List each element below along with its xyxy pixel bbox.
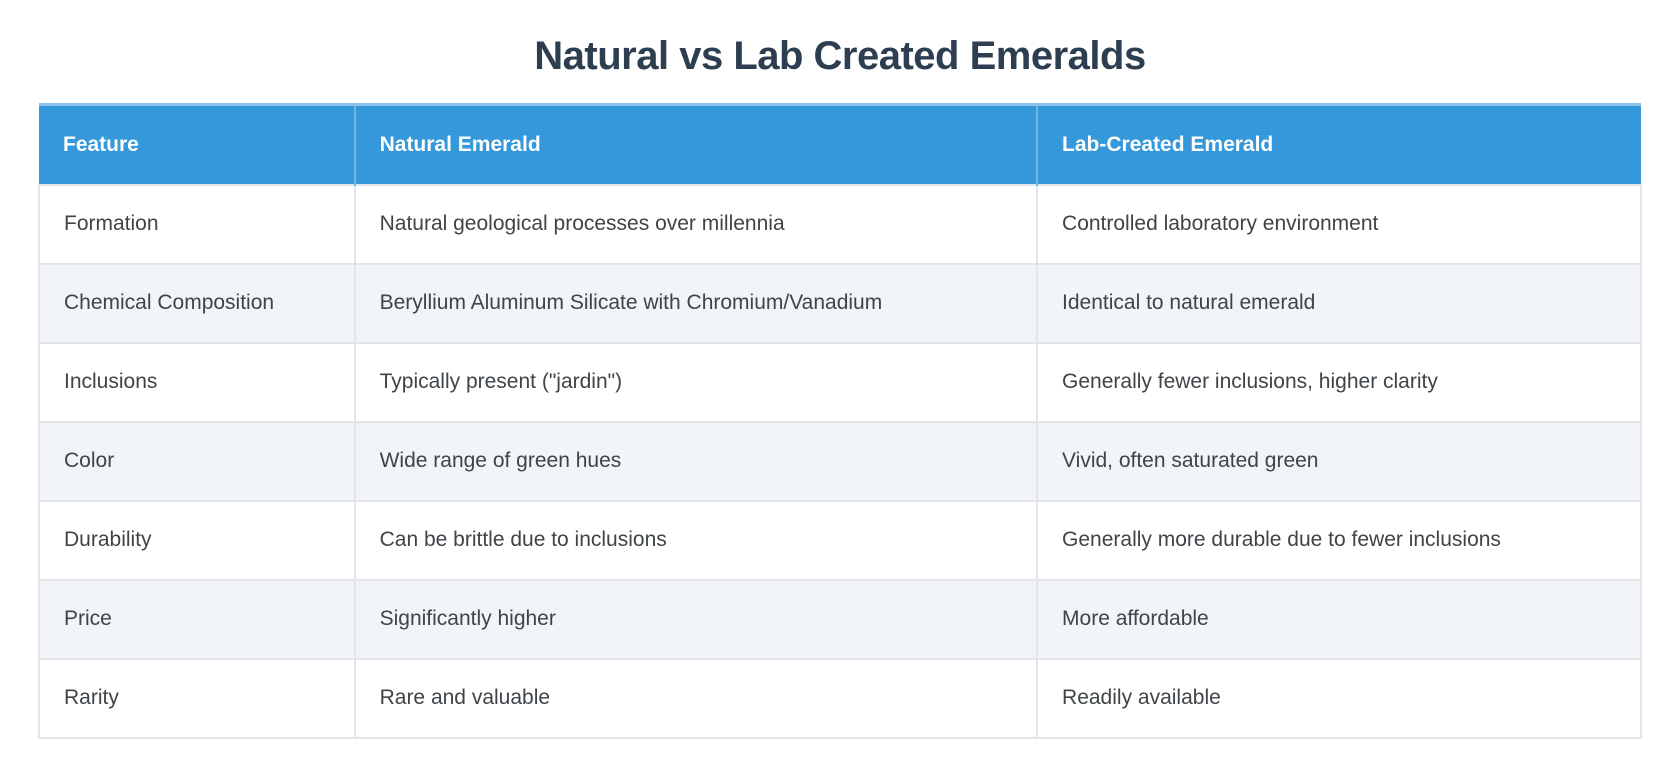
table-body: Formation Natural geological processes ov… (38, 183, 1642, 739)
comparison-table: Feature Natural Emerald Lab-Created Emer… (38, 103, 1642, 739)
cell-lab-created-emerald: Identical to natural emerald (1036, 262, 1642, 344)
comparison-table-container: Feature Natural Emerald Lab-Created Emer… (38, 103, 1642, 739)
header-cell-lab-created-emerald: Lab-Created Emerald (1036, 103, 1641, 185)
table-row: Durability Can be brittle due to inclusio… (38, 499, 1642, 581)
table-row: Chemical Composition Beryllium Aluminum S… (38, 262, 1642, 344)
cell-lab-created-emerald: Controlled laboratory environment (1036, 183, 1642, 265)
cell-natural-emerald: Can be brittle due to inclusions (353, 499, 1039, 581)
cell-feature: Formation (38, 183, 356, 265)
table-row: Price Significantly higher More affordable (38, 578, 1642, 660)
cell-natural-emerald: Beryllium Aluminum Silicate with Chromiu… (353, 262, 1039, 344)
table-row: Rarity Rare and valuable Readily available (38, 657, 1642, 739)
cell-natural-emerald: Rare and valuable (353, 657, 1039, 739)
cell-feature: Inclusions (38, 341, 356, 423)
cell-feature: Rarity (38, 657, 356, 739)
header-cell-natural-emerald: Natural Emerald (353, 103, 1038, 185)
table-header-row: Feature Natural Emerald Lab-Created Emer… (39, 103, 1641, 185)
cell-lab-created-emerald: Generally more durable due to fewer incl… (1036, 499, 1642, 581)
cell-lab-created-emerald: Generally fewer inclusions, higher clari… (1036, 341, 1642, 423)
cell-lab-created-emerald: More affordable (1036, 578, 1642, 660)
cell-feature: Durability (38, 499, 356, 581)
table-row: Inclusions Typically present ("jardin") Ge… (38, 341, 1642, 423)
cell-natural-emerald: Natural geological processes over millen… (353, 183, 1039, 265)
cell-lab-created-emerald: Readily available (1036, 657, 1642, 739)
cell-lab-created-emerald: Vivid, often saturated green (1036, 420, 1642, 502)
header-cell-feature: Feature (39, 103, 355, 185)
table-row: Formation Natural geological processes ov… (38, 183, 1642, 265)
cell-feature: Chemical Composition (38, 262, 356, 344)
page-title: Natural vs Lab Created Emeralds (534, 34, 1146, 78)
cell-natural-emerald: Significantly higher (353, 578, 1039, 660)
table-row: Color Wide range of green hues Vivid, ofte… (38, 420, 1642, 502)
cell-natural-emerald: Typically present ("jardin") (353, 341, 1039, 423)
cell-natural-emerald: Wide range of green hues (353, 420, 1039, 502)
cell-feature: Price (38, 578, 356, 660)
cell-feature: Color (38, 420, 356, 502)
